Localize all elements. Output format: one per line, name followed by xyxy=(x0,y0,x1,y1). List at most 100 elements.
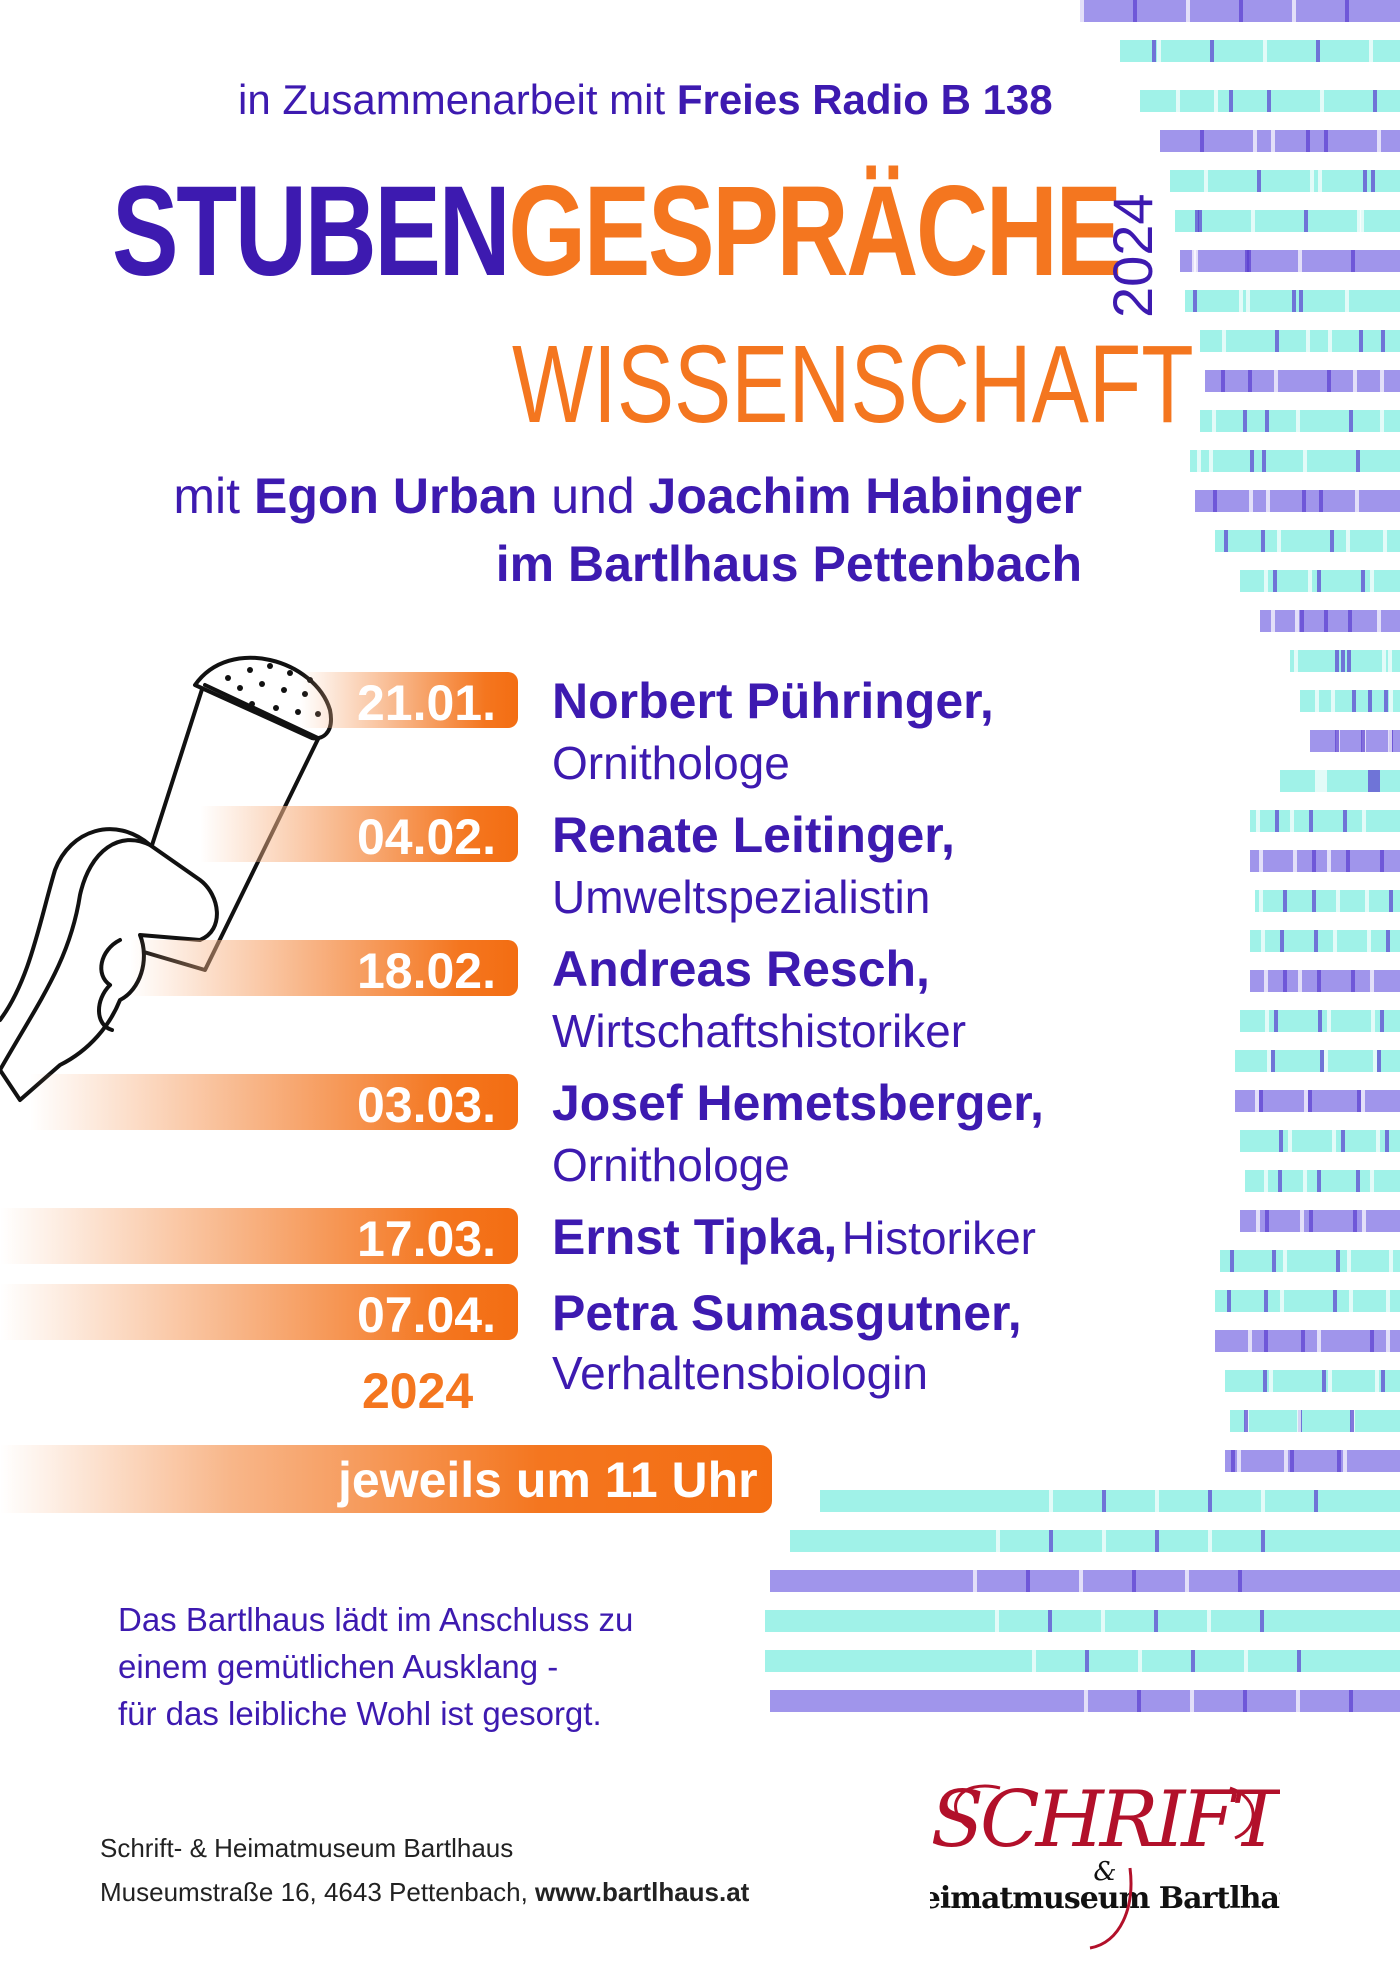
decorative-stripe-tick xyxy=(1335,730,1339,752)
date-bar: 21.01. xyxy=(300,672,518,731)
decorative-stripe-tick xyxy=(1309,1210,1313,1232)
decorative-stripe-tick xyxy=(1284,1450,1288,1472)
decorative-stripe-tick xyxy=(1308,1090,1312,1112)
decorative-stripe xyxy=(1225,1450,1400,1472)
decorative-stripe-tick xyxy=(1317,970,1321,992)
decorative-stripe-tick xyxy=(1333,1290,1337,1312)
decorative-stripe-tick xyxy=(1198,210,1202,232)
decorative-stripe-tick xyxy=(1230,1250,1234,1272)
decorative-stripe-tick xyxy=(1275,330,1279,352)
decorative-stripe-tick xyxy=(1356,450,1360,472)
subtitle-text: WISSENSCHAFT xyxy=(512,323,1194,446)
decorative-stripe-tick xyxy=(1263,1370,1267,1392)
date-bar: 18.02. xyxy=(130,940,518,999)
decorative-stripe xyxy=(790,1530,1400,1552)
decorative-stripe-tick xyxy=(1239,290,1243,312)
decorative-stripe-tick xyxy=(1381,330,1385,352)
decorative-stripe-tick xyxy=(1263,40,1267,62)
decorative-stripe-tick xyxy=(1389,690,1393,712)
decorative-stripe-tick xyxy=(1371,1010,1375,1032)
decorative-stripe-tick xyxy=(1388,650,1392,672)
decorative-stripe xyxy=(1160,130,1400,152)
decorative-stripe-tick xyxy=(1370,570,1374,592)
decorative-stripe-tick xyxy=(1306,330,1310,352)
decorative-stripe-tick xyxy=(1224,530,1228,552)
decorative-stripe-tick xyxy=(1327,1010,1331,1032)
decorative-stripe-tick xyxy=(1300,610,1304,632)
decorative-stripe-tick xyxy=(1336,890,1340,912)
decorative-stripe-tick xyxy=(1304,1090,1308,1112)
decorative-stripe-tick xyxy=(1372,770,1376,792)
decorative-stripe-tick xyxy=(1259,1090,1263,1112)
decorative-stripe-tick xyxy=(1288,1130,1292,1152)
decorative-stripe-tick xyxy=(1266,490,1270,512)
decorative-stripe-tick xyxy=(1048,1610,1052,1632)
decorative-stripe xyxy=(1310,730,1400,752)
decorative-stripe-tick xyxy=(1346,850,1350,872)
decorative-stripe-tick xyxy=(1368,690,1372,712)
decorative-stripe-tick xyxy=(1296,1690,1300,1712)
decorative-stripe-tick xyxy=(1360,210,1364,232)
decorative-stripe-tick xyxy=(1314,1490,1318,1512)
decorative-stripe-tick xyxy=(1256,1210,1260,1232)
decorative-stripe-tick xyxy=(1370,970,1374,992)
speaker-role: Ornithologe xyxy=(552,737,790,789)
decorative-stripe-tick xyxy=(1376,770,1380,792)
decorative-stripe-tick xyxy=(1155,1490,1159,1512)
event-date: 07.04. xyxy=(356,1287,496,1343)
decorative-stripe-tick xyxy=(1315,770,1319,792)
decorative-stripe-tick xyxy=(1324,610,1328,632)
decorative-stripe xyxy=(1255,890,1400,912)
date-bar: 04.02. xyxy=(200,806,518,865)
decorative-stripe-tick xyxy=(1386,1290,1390,1312)
hosts-mit: mit xyxy=(173,468,241,524)
decorative-stripe-tick xyxy=(1351,970,1355,992)
decorative-stripe-tick xyxy=(1229,90,1233,112)
decorative-stripe-tick xyxy=(1271,1050,1275,1072)
speaker-name: Andreas Resch, xyxy=(552,941,930,997)
speaker-name: Josef Hemetsberger, xyxy=(552,1075,1044,1131)
decorative-stripe-tick xyxy=(1363,170,1367,192)
decorative-stripe-tick xyxy=(973,1570,977,1592)
decorative-stripe-tick xyxy=(1272,1250,1276,1272)
decorative-stripe-tick xyxy=(1101,1610,1105,1632)
decorative-stripe-tick xyxy=(1386,1330,1390,1352)
decorative-stripe-tick xyxy=(1259,890,1263,912)
decorative-stripe-tick xyxy=(1152,40,1156,62)
decorative-stripe-tick xyxy=(1312,850,1316,872)
svg-text:Heimatmuseum Bartlhaus: Heimatmuseum Bartlhaus xyxy=(930,1881,1280,1916)
decorative-stripe xyxy=(1215,1330,1400,1352)
decorative-stripe-tick xyxy=(1298,250,1302,272)
note-line: einem gemütlichen Ausklang - xyxy=(118,1648,559,1685)
decorative-stripe xyxy=(1250,970,1400,992)
decorative-stripe-tick xyxy=(1362,1210,1366,1232)
decorative-stripe-tick xyxy=(1389,890,1393,912)
decorative-stripe xyxy=(1250,810,1400,832)
decorative-stripe-tick xyxy=(1154,1610,1158,1632)
speaker-role: Wirtschaftshistoriker xyxy=(552,1005,967,1057)
decorative-stripe-tick xyxy=(1080,0,1084,22)
decorative-stripe-tick xyxy=(1317,1330,1321,1352)
decorative-stripe-tick xyxy=(1133,0,1137,22)
decorative-stripe-tick xyxy=(1317,1170,1321,1192)
decorative-stripe-tick xyxy=(1314,930,1318,952)
decorative-stripe-tick xyxy=(1322,1370,1326,1392)
decorative-stripe-tick xyxy=(1085,1650,1089,1672)
decorative-stripe-tick xyxy=(1357,210,1361,232)
title-part-gespraeche: GESPRÄCHE xyxy=(508,160,1122,303)
decorative-stripe-tick xyxy=(1341,650,1345,672)
decorative-stripe-tick xyxy=(1157,40,1161,62)
decorative-stripe-tick xyxy=(1327,370,1331,392)
website-link[interactable]: www.bartlhaus.at xyxy=(535,1877,750,1907)
decorative-stripe-tick xyxy=(1304,210,1308,232)
decorative-stripe-tick xyxy=(1292,290,1296,312)
decorative-stripe xyxy=(1190,450,1400,472)
decorative-stripe xyxy=(1195,490,1400,512)
speaker-line: Ernst Tipka, Historiker xyxy=(552,1208,1036,1266)
decorative-stripe-tick xyxy=(1264,570,1268,592)
decorative-stripe-tick xyxy=(1102,1490,1106,1512)
decorative-stripe-tick xyxy=(1370,1170,1374,1192)
decorative-stripe-tick xyxy=(1290,1450,1294,1472)
decorative-stripe-tick xyxy=(1377,610,1381,632)
